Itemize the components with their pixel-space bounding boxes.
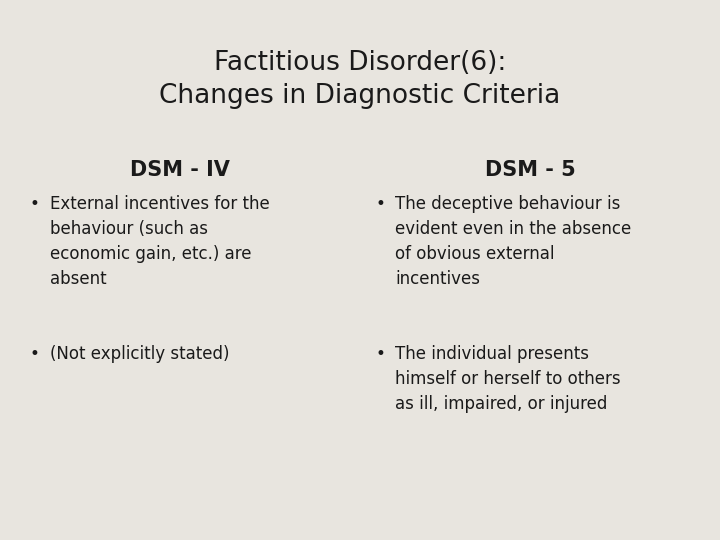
Text: •: •	[375, 195, 385, 213]
Text: DSM - 5: DSM - 5	[485, 160, 575, 180]
Text: •: •	[30, 195, 40, 213]
Text: •: •	[375, 345, 385, 363]
Text: Factitious Disorder(6):
Changes in Diagnostic Criteria: Factitious Disorder(6): Changes in Diagn…	[159, 50, 561, 109]
Text: The individual presents
himself or herself to others
as ill, impaired, or injure: The individual presents himself or herse…	[395, 345, 621, 413]
Text: The deceptive behaviour is
evident even in the absence
of obvious external
incen: The deceptive behaviour is evident even …	[395, 195, 631, 288]
Text: DSM - IV: DSM - IV	[130, 160, 230, 180]
Text: External incentives for the
behaviour (such as
economic gain, etc.) are
absent: External incentives for the behaviour (s…	[50, 195, 270, 288]
Text: (Not explicitly stated): (Not explicitly stated)	[50, 345, 230, 363]
Text: •: •	[30, 345, 40, 363]
